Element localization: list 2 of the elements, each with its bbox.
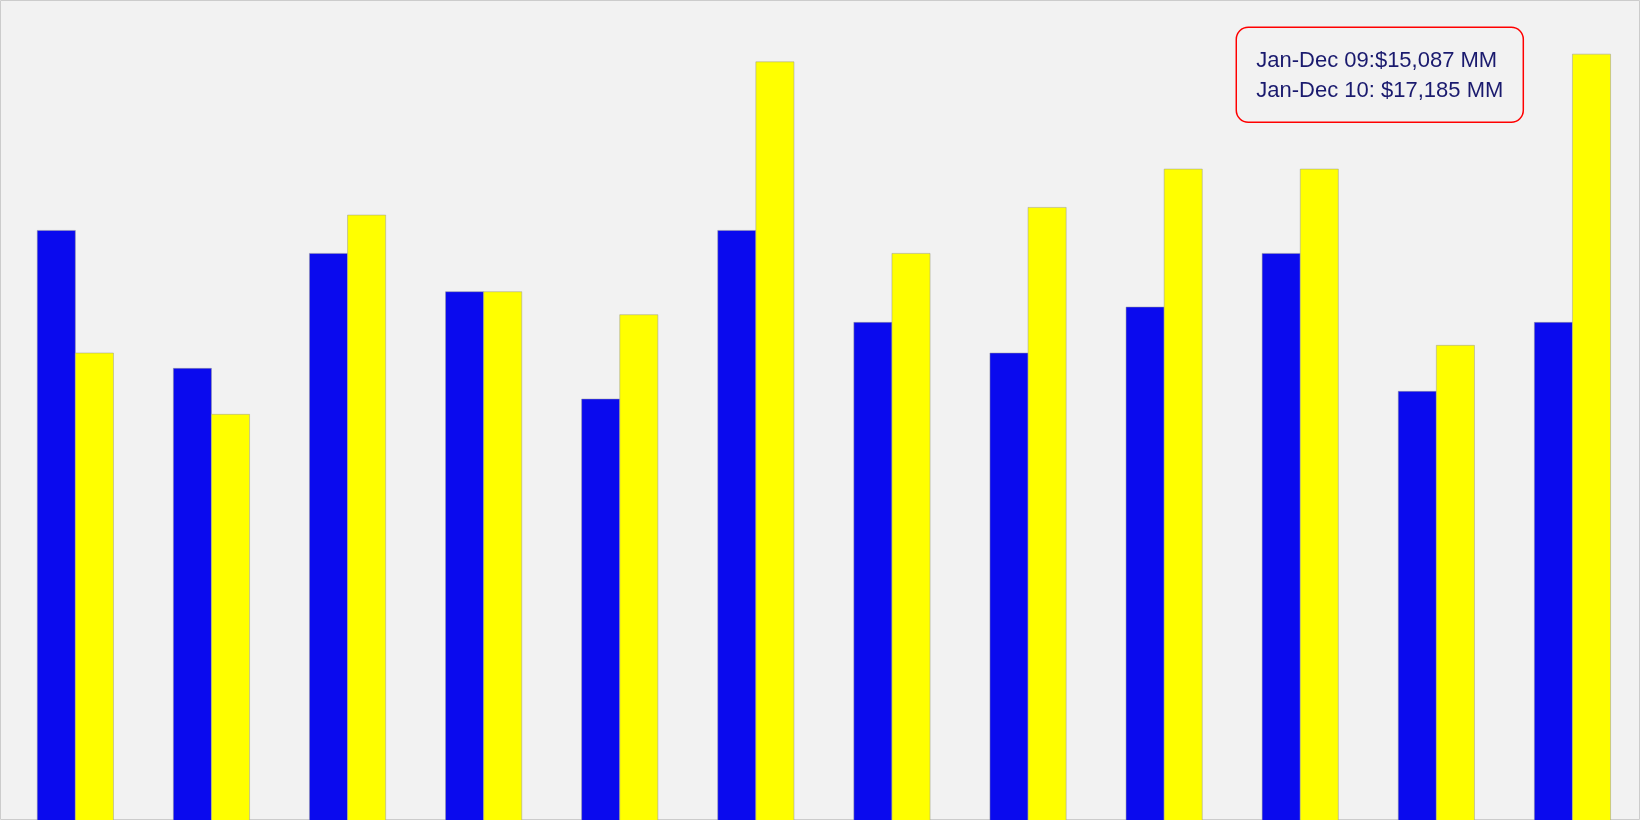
annotation: Jan-Dec 10: $17,185 MM (1256, 77, 1504, 103)
annotation: Jan-Dec 09:$15,087 MM (1256, 47, 1498, 73)
